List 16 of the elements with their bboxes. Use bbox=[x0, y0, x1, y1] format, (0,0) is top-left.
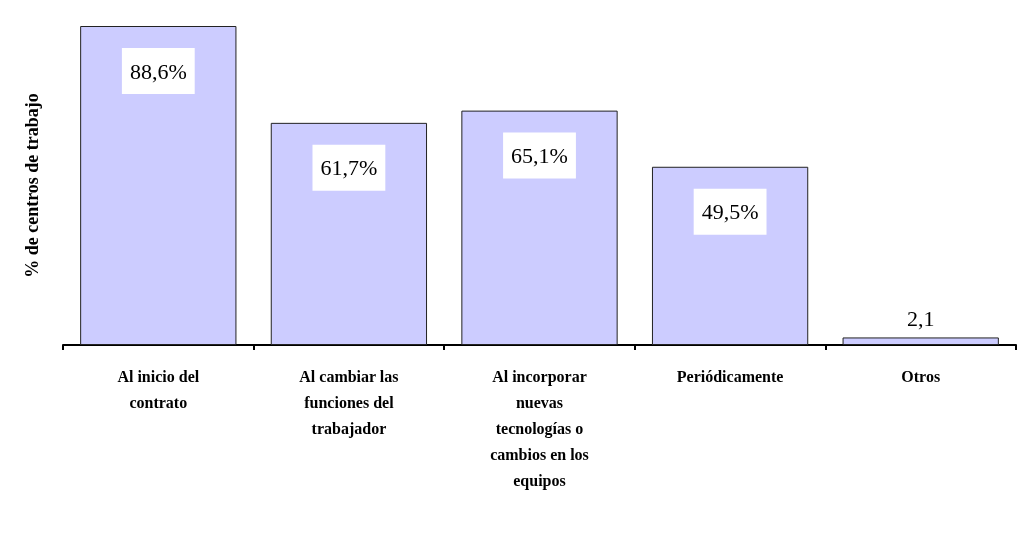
data-label: 61,7% bbox=[320, 155, 378, 181]
x-tick-label: Otros bbox=[901, 367, 941, 385]
y-axis-title: % de centros de trabajo bbox=[22, 93, 42, 278]
data-label: 2,1 bbox=[906, 305, 935, 331]
x-tick-label: Al incorporar nuevas tecnologías o cambios en los equipos bbox=[490, 367, 589, 490]
bar bbox=[270, 122, 428, 345]
bar bbox=[80, 26, 237, 345]
data-label: 49,5% bbox=[701, 199, 759, 225]
x-tick-label: Periódicamente bbox=[676, 367, 784, 385]
x-tick-label: Al inicio del contrato bbox=[117, 367, 200, 411]
bar bbox=[842, 337, 999, 345]
data-label: 65,1% bbox=[511, 143, 568, 169]
bar bbox=[461, 110, 618, 345]
data-label: 88,6% bbox=[129, 58, 187, 84]
bar bbox=[651, 166, 809, 345]
x-tick-label: Al cambiar las funciones del trabajador bbox=[299, 367, 399, 438]
